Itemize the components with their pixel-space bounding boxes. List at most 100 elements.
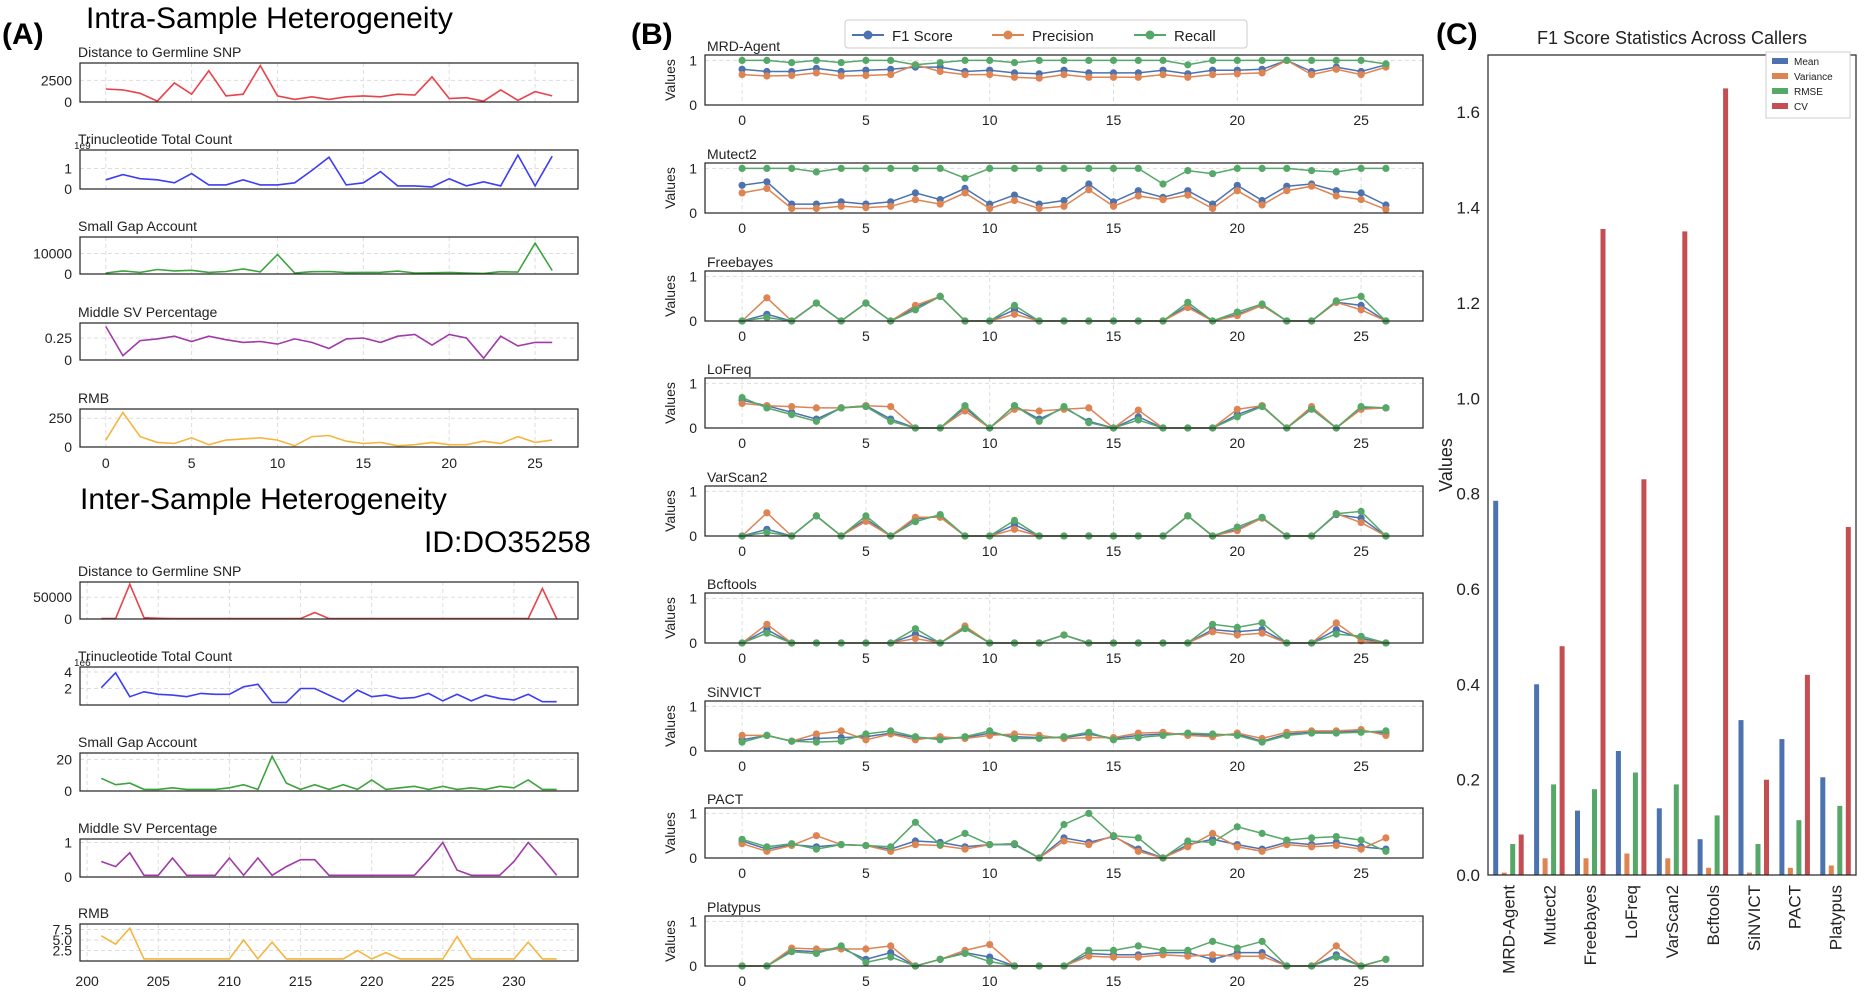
point-precision: [1134, 192, 1142, 200]
point-f1: [738, 65, 746, 73]
y-tick-label: 0: [64, 266, 72, 282]
x-tick-label: 230: [502, 973, 526, 989]
point-f1: [1357, 189, 1365, 197]
y-tick-label: 1: [689, 268, 697, 284]
point-recall: [1332, 297, 1340, 305]
point-recall: [961, 625, 969, 633]
subplot-distance-to-germline-snp: Distance to Germline SNP 0 50000: [33, 563, 579, 627]
legend-precision-marker: [1003, 30, 1013, 40]
axes-frame: [79, 149, 579, 190]
bar-mean: [1738, 720, 1744, 875]
x-tick-label: 20: [1230, 328, 1246, 344]
y-axis-label: Values: [662, 705, 678, 747]
point-recall: [1258, 829, 1266, 838]
series-line-precision: [741, 295, 1387, 322]
point-precision: [1085, 841, 1093, 849]
caller-subplot-varscan2: VarScan2 0 5 10 15 20 25 0 1 Values: [662, 469, 1424, 559]
bar-variance: [1747, 872, 1752, 875]
series-line: [100, 754, 557, 791]
point-precision: [1184, 73, 1192, 81]
caller-title: PACT: [707, 791, 744, 807]
y-tick-label: 50000: [33, 589, 72, 605]
point-recall: [812, 845, 821, 853]
point-recall: [1060, 403, 1068, 411]
point-recall: [812, 417, 821, 425]
point-precision: [1035, 204, 1043, 213]
x-tick-label: 10: [982, 220, 998, 236]
point-precision: [1283, 187, 1291, 195]
point-recall: [1010, 402, 1019, 410]
point-recall: [961, 733, 969, 741]
x-tick-label: 20: [1230, 112, 1246, 128]
point-precision: [837, 202, 845, 210]
point-precision: [1258, 952, 1266, 960]
point-precision: [738, 731, 746, 740]
point-precision: [763, 184, 771, 192]
point-recall: [1134, 164, 1142, 172]
x-tick-label: 25: [1353, 865, 1369, 881]
caller-subplot-mutect2: Mutect2 0 5 10 15 20 25 0 1 Values: [662, 146, 1424, 236]
x-tick-label: 200: [75, 973, 99, 989]
point-precision: [986, 941, 994, 949]
point-recall: [1209, 838, 1217, 847]
point-recall: [1184, 729, 1192, 737]
x-tick-label: 10: [982, 758, 998, 774]
bar-cv: [1723, 88, 1729, 875]
subplot-title: Distance to Germline SNP: [78, 563, 241, 579]
axes-frame: [79, 923, 579, 962]
caller-title: Bcftools: [707, 576, 757, 592]
point-recall: [1209, 937, 1217, 946]
x-tick-label: PACT: [1786, 885, 1805, 929]
point-recall: [837, 404, 845, 412]
point-precision: [1010, 73, 1019, 81]
x-tick-label: 15: [1106, 220, 1122, 236]
point-precision: [1233, 405, 1241, 413]
x-tick-label: VarScan2: [1663, 885, 1682, 958]
point-recall: [812, 512, 821, 520]
y-tick-label: 0: [689, 97, 697, 113]
point-precision: [1233, 70, 1241, 78]
point-recall: [961, 949, 969, 958]
y-tick-label: 0: [64, 439, 72, 455]
bar-variance: [1624, 853, 1630, 875]
point-precision: [1357, 71, 1365, 79]
point-recall: [1134, 734, 1142, 742]
point-recall: [1060, 56, 1068, 64]
x-tick-label: 15: [1106, 650, 1122, 666]
point-recall: [1010, 840, 1019, 848]
y-axis-label: Values: [662, 382, 678, 424]
y-axis-label: Values: [662, 59, 678, 101]
x-tick-label: 10: [982, 973, 998, 989]
x-tick-label: Mutect2: [1540, 885, 1559, 945]
x-tick-label: 5: [862, 220, 870, 236]
point-f1: [911, 189, 920, 197]
y-tick-label: 250: [49, 410, 73, 426]
point-recall: [936, 292, 944, 300]
x-tick-label: 15: [356, 455, 372, 471]
point-precision: [887, 202, 895, 210]
axes-frame: [704, 700, 1424, 752]
bar-mean: [1575, 810, 1580, 875]
point-precision: [1035, 74, 1043, 82]
series-line-recall: [741, 510, 1387, 537]
point-recall: [1060, 820, 1068, 829]
point-f1: [1233, 181, 1241, 189]
x-tick-label: Platypus: [1827, 885, 1846, 950]
x-tick-label: 10: [982, 865, 998, 881]
x-tick-label: 15: [1106, 435, 1122, 451]
point-recall: [986, 727, 994, 735]
y-tick-label: 1: [64, 834, 72, 850]
subplot-title: Small Gap Account: [78, 218, 197, 234]
bar-mean: [1534, 684, 1540, 875]
point-recall: [812, 299, 821, 307]
point-recall: [1258, 937, 1266, 946]
x-tick-label: 15: [1106, 973, 1122, 989]
subplot-rmb: RMB 0 250 0 5 10 15 20 25: [49, 390, 579, 471]
point-precision: [1184, 191, 1192, 199]
x-tick-label: 220: [360, 973, 384, 989]
subplot-title: Middle SV Percentage: [78, 304, 218, 320]
legend-recall-marker: [1145, 30, 1155, 40]
axes-frame: [704, 915, 1424, 967]
series-line: [105, 411, 553, 447]
